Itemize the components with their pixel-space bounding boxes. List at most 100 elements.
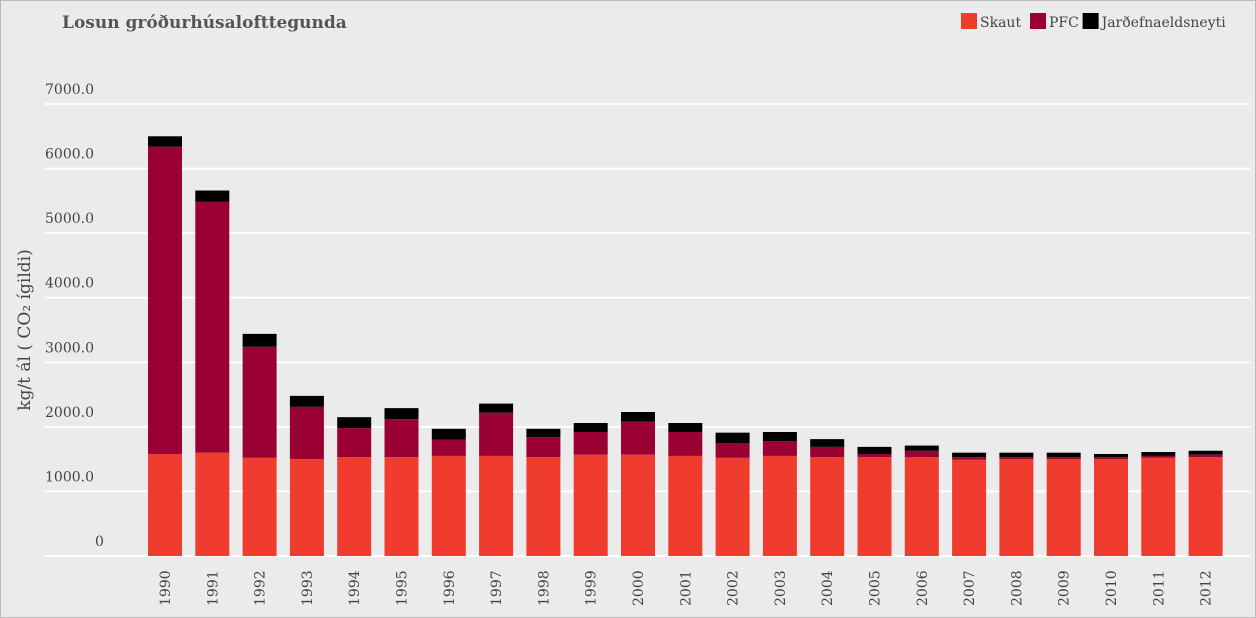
bar-segment (242, 346, 277, 458)
bar-segment (384, 408, 419, 420)
x-tick-label: 2001 (678, 570, 694, 606)
bar-segment (195, 190, 230, 202)
x-tick-label: 1993 (300, 570, 316, 606)
legend-swatch (961, 13, 977, 29)
x-tick-label: 2007 (962, 570, 978, 606)
x-tick-label: 2000 (631, 570, 647, 606)
bar-segment (952, 459, 987, 556)
x-tick-label: 2010 (1104, 570, 1120, 606)
bar-segment (904, 445, 939, 451)
bar-segment (148, 453, 182, 556)
bar-segment (1046, 452, 1081, 458)
bar-segment (384, 457, 419, 556)
bar-segment (1141, 457, 1176, 556)
bar-segment (857, 446, 892, 454)
bar-segment (1046, 457, 1081, 460)
bar-segment (668, 432, 703, 456)
bar-segment (431, 439, 466, 456)
bar-segment (621, 412, 655, 422)
bar-segment (1094, 453, 1128, 458)
bar-segment (952, 452, 987, 458)
x-tick-label: 2006 (915, 570, 931, 606)
legend-swatch (1030, 13, 1046, 29)
x-tick-label: 1998 (536, 570, 552, 606)
x-tick-label: 1994 (347, 570, 363, 606)
bar-segment (195, 201, 230, 453)
x-tick-label: 1999 (584, 570, 600, 606)
bar-segment (1141, 452, 1176, 456)
bar-segment (289, 459, 324, 556)
x-tick-label: 2012 (1199, 570, 1215, 606)
bar-segment (289, 406, 324, 460)
bar-segment (573, 454, 608, 556)
bar-segment (479, 412, 514, 456)
x-tick-label: 1992 (253, 570, 269, 606)
bar-segment (242, 333, 277, 347)
bar-segment (289, 395, 324, 407)
y-tick-label: 6000.0 (45, 147, 94, 163)
x-tick-label: 1991 (205, 570, 221, 606)
bar-segment (810, 446, 845, 458)
y-tick-label: 3000.0 (45, 340, 94, 356)
bar-segment (904, 457, 939, 556)
x-tick-label: 1990 (158, 570, 174, 606)
bar-segment (1188, 457, 1223, 556)
x-tick-label: 2011 (1151, 570, 1167, 606)
x-tick-label: 1997 (489, 570, 505, 606)
bar-segment (715, 443, 750, 458)
bar-segment (337, 417, 372, 429)
bar-segment (810, 457, 845, 556)
y-tick-label: 7000.0 (45, 82, 94, 98)
legend-label: Jarðefnaeldsneyti (1100, 15, 1227, 31)
bar-segment (1188, 450, 1223, 455)
bar-segment (479, 455, 514, 556)
bar-segment (904, 450, 939, 458)
bar-segment (857, 457, 892, 556)
bar-segment (195, 452, 230, 556)
bar-segment (573, 432, 608, 455)
bar-segment (1141, 455, 1176, 458)
bar-segment (952, 457, 987, 460)
bar-segment (810, 439, 845, 447)
y-axis-label: kg/t ál ( CO₂ ígildi) (15, 249, 35, 410)
bar-segment (1188, 454, 1223, 458)
chart-title: Losun gróðurhúsalofttegunda (62, 13, 347, 33)
x-tick-label: 2008 (1009, 570, 1025, 606)
x-tick-label: 2009 (1057, 570, 1073, 606)
bar-segment (148, 136, 182, 147)
bar-segment (668, 422, 703, 433)
bar-segment (526, 457, 561, 556)
x-tick-label: 2002 (726, 570, 742, 606)
y-tick-label: 5000.0 (45, 211, 94, 227)
y-tick-label: 0 (95, 534, 104, 550)
bar-segment (621, 454, 655, 556)
bar-segment (431, 455, 466, 556)
bar-segment (384, 419, 419, 458)
bar-segment (857, 453, 892, 458)
legend-label: Skaut (980, 15, 1021, 31)
bar-segment (1094, 457, 1128, 460)
bar-segment (479, 403, 514, 413)
bar-segment (1046, 459, 1081, 556)
bar-segment (526, 437, 561, 458)
bar-segment (337, 428, 372, 458)
x-tick-label: 1996 (442, 570, 458, 606)
bar-segment (337, 457, 372, 556)
x-tick-label: 2005 (868, 570, 884, 606)
x-tick-label: 2004 (820, 570, 836, 606)
legend-swatch (1082, 13, 1099, 29)
bar-segment (999, 457, 1034, 460)
y-tick-label: 2000.0 (45, 405, 94, 421)
bar-segment (621, 421, 655, 455)
bar-segment (762, 455, 797, 556)
bar-segment (999, 459, 1034, 556)
bar-segment (668, 455, 703, 556)
x-tick-label: 1995 (395, 570, 411, 606)
bar-segment (526, 428, 561, 438)
y-tick-label: 4000.0 (45, 276, 94, 292)
bar-segment (431, 428, 466, 440)
bar-segment (242, 457, 277, 556)
bar-segment (148, 146, 182, 454)
bar-segment (715, 457, 750, 556)
